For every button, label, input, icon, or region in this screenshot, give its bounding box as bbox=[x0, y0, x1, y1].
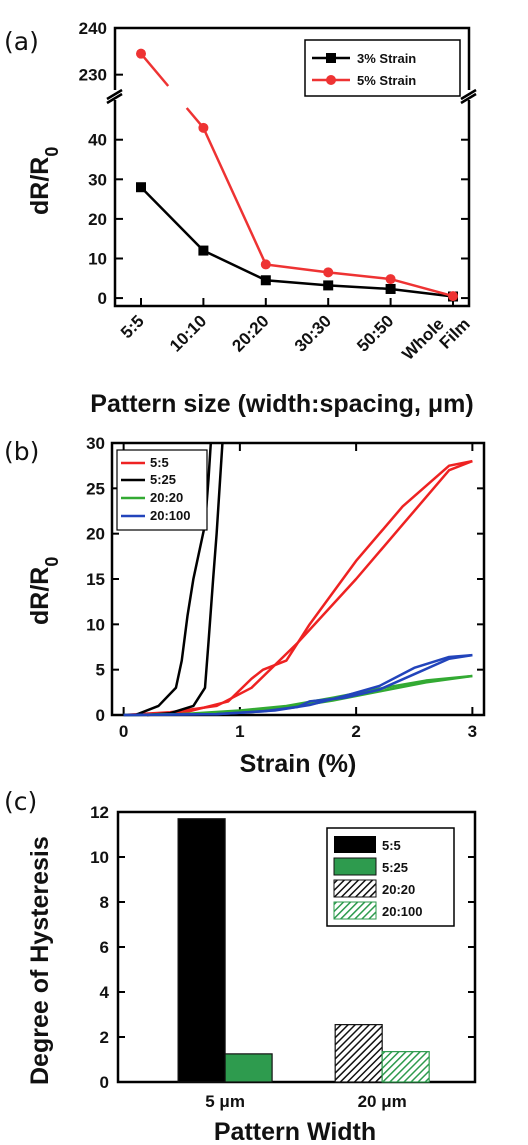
series-line bbox=[140, 186, 454, 298]
data-point bbox=[136, 48, 146, 59]
x-tick-label: 2 bbox=[351, 722, 360, 741]
panel-c: (c) 0 2 4 6 8 10 12 5 μm 20 μm 5:5 5:25 20:20 2… bbox=[4, 787, 477, 1145]
x-tick-label: 0 bbox=[119, 722, 128, 741]
panel-a-x-axis-label: Pattern size (width:spacing, μm) bbox=[90, 390, 473, 418]
legend-label-3pct: 3% Strain bbox=[357, 51, 416, 66]
panel-a-legend: 3% Strain 5% Strain bbox=[304, 39, 461, 97]
panel-a-y-axis-label: dR/R0 bbox=[26, 147, 62, 215]
legend-swatch-20-100 bbox=[333, 901, 377, 920]
legend-label-5pct: 5% Strain bbox=[357, 73, 416, 88]
x-tick-label: 50:50 bbox=[353, 311, 397, 355]
panel-b-y-axis-label: dR/R0 bbox=[26, 557, 62, 625]
data-point bbox=[385, 283, 396, 294]
panel-c-bars bbox=[177, 818, 430, 1083]
x-tick-label: 30:30 bbox=[291, 311, 335, 355]
y-tick-label: 6 bbox=[100, 938, 109, 957]
data-point bbox=[136, 182, 146, 193]
panel-b-label: (b) bbox=[4, 437, 39, 466]
panel-b-legend: 5:5 5:25 20:20 20:100 bbox=[116, 449, 208, 531]
legend-label-c-20-100: 20:100 bbox=[382, 904, 422, 919]
y-tick-label: 25 bbox=[86, 479, 105, 498]
data-point bbox=[448, 291, 458, 302]
data-point bbox=[323, 280, 334, 291]
legend-swatch-5-5 bbox=[334, 836, 376, 853]
y-tick-label: 15 bbox=[86, 570, 105, 589]
panel-c-y-axis-label: Degree of Hysteresis bbox=[26, 836, 54, 1085]
y-tick-label: 40 bbox=[88, 131, 107, 150]
legend-swatch-5-25 bbox=[333, 857, 377, 876]
y-tick-label: 2 bbox=[100, 1028, 109, 1047]
hysteresis-curve bbox=[146, 442, 224, 717]
y-tick-label: 240 bbox=[79, 19, 107, 38]
axis-break-marks bbox=[106, 88, 477, 105]
panel-a-legend-box bbox=[304, 39, 461, 97]
legend-label-c-20-20: 20:20 bbox=[382, 882, 415, 897]
x-tick-label: 5 μm bbox=[205, 1092, 245, 1111]
panel-b-x-ticks: 0 1 2 3 bbox=[119, 443, 477, 741]
panel-a-y-ticks: 0 10 20 30 40 230 240 bbox=[79, 19, 469, 308]
legend-label-20-100: 20:100 bbox=[150, 508, 190, 523]
legend-marker-5pct bbox=[326, 75, 336, 85]
data-point bbox=[260, 275, 271, 286]
data-point bbox=[198, 245, 209, 256]
y-tick-label: 8 bbox=[100, 893, 109, 912]
y-tick-label: 20 bbox=[86, 525, 105, 544]
bar bbox=[334, 1024, 383, 1083]
panel-a-frame bbox=[113, 26, 471, 308]
data-point bbox=[323, 267, 334, 278]
panel-b: (b) 0 5 10 15 20 25 30 0 1 2 3 5:5 5:25 20:20 20:… bbox=[4, 434, 486, 778]
panel-a-label: (a) bbox=[4, 27, 39, 56]
hysteresis-curve bbox=[123, 653, 473, 717]
x-tick-label: 20 μm bbox=[358, 1092, 407, 1111]
y-tick-label: 30 bbox=[88, 170, 107, 189]
data-point bbox=[198, 122, 209, 133]
panel-c-label: (c) bbox=[4, 787, 37, 816]
hysteresis-curve bbox=[123, 459, 473, 717]
panel-c-y-ticks: 0 2 4 6 8 10 12 bbox=[90, 803, 475, 1092]
legend-marker-3pct bbox=[326, 53, 336, 63]
y-tick-label: 0 bbox=[98, 289, 107, 308]
x-tick-label: 20:20 bbox=[228, 311, 272, 355]
y-tick-label: 0 bbox=[96, 706, 105, 725]
y-tick-label: 10 bbox=[88, 249, 107, 268]
panel-a: (a) 0 10 20 30 40 230 240 5:5 10:10 20:20 30:30 50… bbox=[4, 19, 477, 418]
legend-label-5-25: 5:25 bbox=[150, 472, 176, 487]
y-tick-label: 4 bbox=[100, 983, 110, 1002]
y-tick-label: 30 bbox=[86, 434, 105, 453]
legend-label-5-5: 5:5 bbox=[150, 455, 169, 470]
data-point bbox=[260, 259, 271, 270]
x-tick-label: 3 bbox=[468, 722, 477, 741]
x-tick-label: 10:10 bbox=[166, 311, 210, 355]
legend-swatch-20-20 bbox=[333, 879, 377, 898]
panel-b-y-ticks: 0 5 10 15 20 25 30 bbox=[86, 434, 484, 725]
bar bbox=[381, 1051, 430, 1083]
y-tick-label: 20 bbox=[88, 210, 107, 229]
y-tick-label: 10 bbox=[90, 848, 109, 867]
y-tick-label: 10 bbox=[86, 615, 105, 634]
panel-c-x-ticks: 5 μm 20 μm bbox=[205, 1074, 407, 1111]
data-point bbox=[385, 274, 396, 285]
x-tick-label: 5:5 bbox=[117, 311, 148, 342]
bar bbox=[177, 818, 226, 1083]
x-tick-label: 1 bbox=[235, 722, 244, 741]
legend-label-c-5-5: 5:5 bbox=[382, 838, 401, 853]
y-tick-label: 230 bbox=[79, 66, 107, 85]
legend-label-20-20: 20:20 bbox=[150, 490, 183, 505]
series-line-segment bbox=[140, 52, 170, 87]
panel-c-x-axis-label: Pattern Width bbox=[214, 1118, 376, 1145]
panel-c-legend: 5:5 5:25 20:20 20:100 bbox=[326, 827, 455, 927]
panel-b-x-axis-label: Strain (%) bbox=[240, 750, 357, 778]
panel-a-series bbox=[136, 48, 458, 302]
bar bbox=[224, 1053, 273, 1083]
legend-label-c-5-25: 5:25 bbox=[382, 860, 408, 875]
y-tick-label: 5 bbox=[96, 661, 105, 680]
y-tick-label: 0 bbox=[100, 1073, 109, 1092]
x-tick-label: Film bbox=[436, 314, 474, 352]
y-tick-label: 12 bbox=[90, 803, 109, 822]
